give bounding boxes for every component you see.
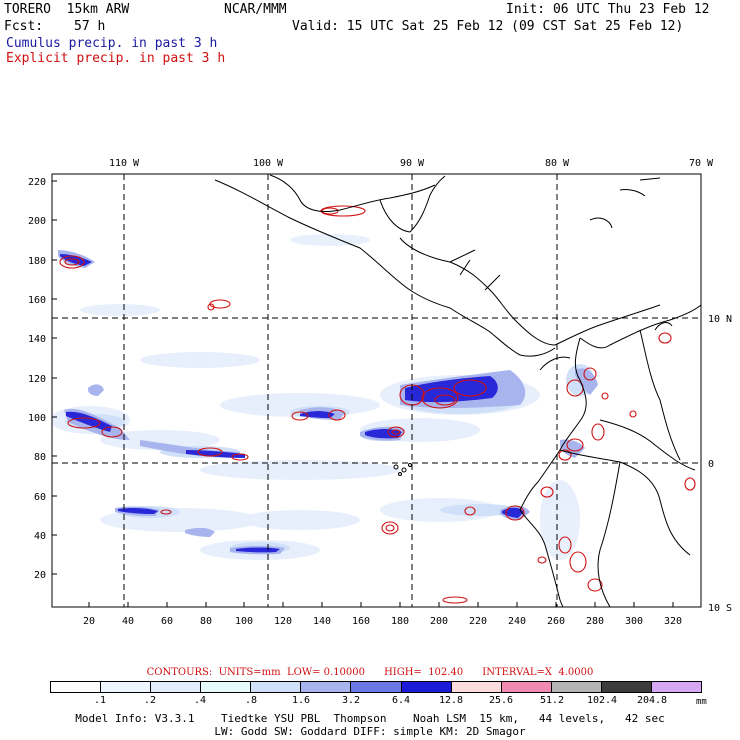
color-swatch: [151, 682, 202, 692]
color-scale-label: .1: [93, 695, 107, 706]
tick-marks: [52, 180, 674, 607]
cumulus-legend: Cumulus precip. in past 3 h: [6, 36, 218, 51]
explicit-legend: Explicit precip. in past 3 h: [6, 51, 226, 66]
color-scale-label: 25.6: [488, 695, 514, 706]
color-swatch: [601, 682, 652, 692]
color-swatch: [101, 682, 152, 692]
color-scale-label: 6.4: [391, 695, 411, 706]
right-latitude-labels: 10 N 0 10 S: [708, 314, 732, 614]
bottom-axis-labels: 20 40 60 80 100 120 140 160 180 200 220 …: [83, 616, 682, 627]
left-tick: 140: [28, 334, 46, 345]
color-scale-label: .2: [143, 695, 157, 706]
left-tick: 60: [34, 492, 46, 503]
bottom-tick: 180: [391, 616, 409, 627]
latitude-label: 0: [708, 459, 714, 470]
color-scale-units: mm: [696, 697, 707, 707]
longitude-label: 80 W: [545, 158, 570, 169]
bottom-tick: 260: [547, 616, 565, 627]
bottom-tick: 100: [235, 616, 253, 627]
latitude-label: 10 S: [708, 603, 732, 614]
bottom-tick: 140: [313, 616, 331, 627]
color-scale-label: 102.4: [586, 695, 618, 706]
left-tick: 120: [28, 374, 46, 385]
left-tick: 80: [34, 452, 46, 463]
left-tick: 20: [34, 570, 46, 581]
left-tick: 100: [28, 413, 46, 424]
color-swatch: [651, 682, 702, 692]
color-scale-label: 51.2: [539, 695, 565, 706]
color-swatch: [551, 682, 602, 692]
color-swatch: [251, 682, 302, 692]
explicit-contours: [59, 205, 696, 604]
color-scale-label: 204.8: [636, 695, 668, 706]
longitude-label: 110 W: [109, 158, 140, 169]
model-info: Model Info: V3.3.1 Tiedtke YSU PBL Thomp…: [75, 712, 665, 725]
color-swatch: [351, 682, 402, 692]
left-tick: 180: [28, 256, 46, 267]
bottom-tick: 160: [352, 616, 370, 627]
color-scale-label: 3.2: [341, 695, 361, 706]
bottom-tick: 280: [586, 616, 604, 627]
bottom-tick: 80: [200, 616, 212, 627]
bottom-tick: 120: [274, 616, 292, 627]
init-time: Init: 06 UTC Thu 23 Feb 12: [506, 2, 710, 17]
latitude-label: 10 N: [708, 314, 732, 325]
forecast-hours: 57 h: [74, 19, 106, 34]
left-tick: 160: [28, 295, 46, 306]
contours-info: CONTOURS: UNITS=mm LOW= 0.10000 HIGH= 10…: [146, 667, 594, 678]
color-scale-bar: [50, 681, 702, 693]
color-swatch: [501, 682, 552, 692]
color-swatch: [301, 682, 352, 692]
coastlines: [214, 174, 701, 607]
color-scale-label: .4: [193, 695, 207, 706]
bottom-tick: 240: [508, 616, 526, 627]
longitude-label: 90 W: [400, 158, 425, 169]
forecast-label: Fcst:: [4, 19, 44, 34]
bottom-tick: 60: [161, 616, 173, 627]
color-swatch: [451, 682, 502, 692]
bottom-tick: 300: [625, 616, 643, 627]
color-swatch: [401, 682, 452, 692]
left-tick: 40: [34, 531, 46, 542]
model-title: TORERO 15km ARW: [4, 2, 130, 17]
left-axis-labels: 220 200 180 160 140 120 100 80 60 40 20: [28, 177, 46, 581]
latlon-grid: [52, 174, 701, 607]
precip-shading: [52, 234, 598, 560]
precip-map: 220 200 180 160 140 120 100 80 60 40 20 …: [28, 158, 732, 627]
physics-info: LW: Godd SW: Goddard DIFF: simple KM: 2D…: [214, 725, 526, 738]
color-scale-label: 12.8: [438, 695, 464, 706]
organization: NCAR/MMM: [224, 2, 287, 17]
bottom-tick: 320: [664, 616, 682, 627]
bottom-tick: 20: [83, 616, 95, 627]
bottom-tick: 40: [122, 616, 134, 627]
color-scale-label: 1.6: [291, 695, 311, 706]
left-tick: 220: [28, 177, 46, 188]
bottom-tick: 220: [469, 616, 487, 627]
left-tick: 200: [28, 216, 46, 227]
longitude-label: 100 W: [253, 158, 284, 169]
bottom-tick: 200: [430, 616, 448, 627]
top-longitude-labels: 110 W 100 W 90 W 80 W 70 W: [109, 158, 714, 169]
color-swatch: [201, 682, 252, 692]
color-scale-label: .8: [244, 695, 258, 706]
longitude-label: 70 W: [689, 158, 714, 169]
plot-frame: [51, 173, 702, 608]
valid-time: Valid: 15 UTC Sat 25 Feb 12 (09 CST Sat …: [292, 19, 684, 34]
color-swatch: [51, 682, 102, 692]
